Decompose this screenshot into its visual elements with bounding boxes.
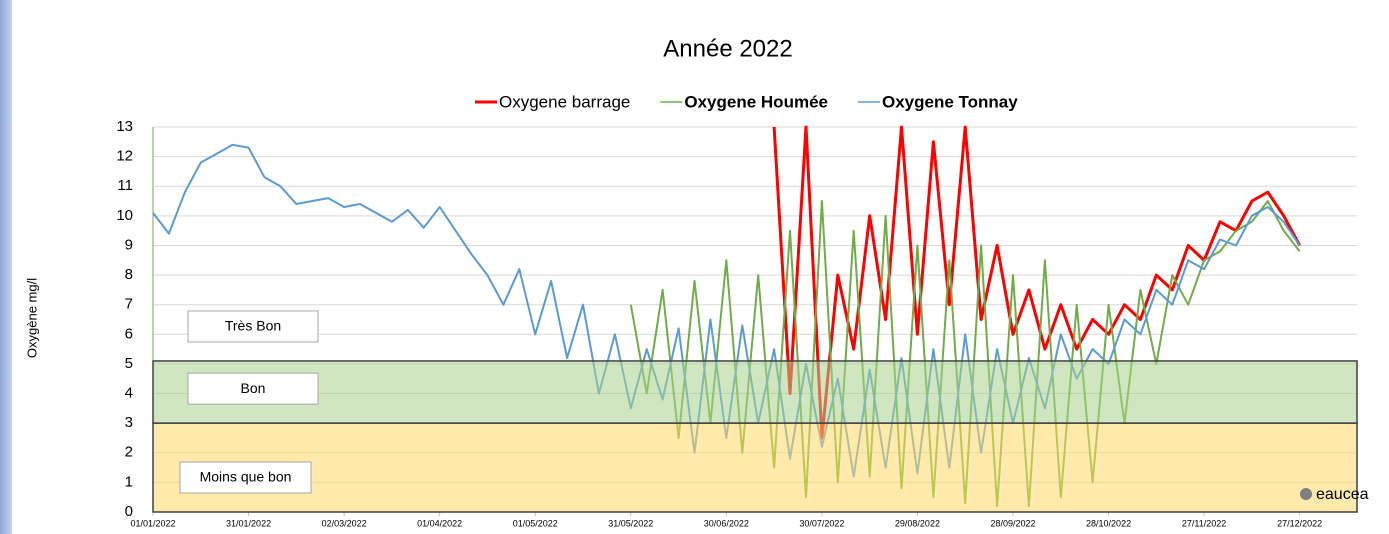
x-tick-label: 29/08/2022 xyxy=(895,518,940,528)
y-tick-label: 9 xyxy=(125,236,133,253)
y-tick-label: 2 xyxy=(125,444,133,461)
y-tick-label: 11 xyxy=(117,177,133,194)
y-tick-label: 10 xyxy=(116,207,133,224)
zone-label-box xyxy=(187,372,319,405)
x-tick-label: 30/07/2022 xyxy=(799,518,844,528)
zone-label: Bon xyxy=(241,380,266,396)
chart-title: Année 2022 xyxy=(663,35,792,62)
zone-band xyxy=(152,422,1358,513)
x-tick-label: 31/05/2022 xyxy=(608,518,653,528)
y-axis-label: Oxygène mg/l xyxy=(24,278,39,358)
y-tick-label: 12 xyxy=(116,148,133,165)
watermark-logo xyxy=(1300,488,1312,500)
zone-label-box xyxy=(187,310,319,343)
x-tick-label: 28/09/2022 xyxy=(990,518,1035,528)
y-tick-label: 8 xyxy=(125,266,133,283)
zone-label: Très Bon xyxy=(225,318,281,334)
legend-label: Oxygene Houmée xyxy=(684,92,828,111)
series-line xyxy=(772,125,1302,440)
y-tick-label: 7 xyxy=(125,296,133,313)
y-tick-label: 1 xyxy=(125,473,133,490)
x-tick-label: 01/01/2022 xyxy=(130,518,175,528)
x-tick-label: 27/11/2022 xyxy=(1182,518,1226,528)
zone-label: Moins que bon xyxy=(200,469,292,485)
zone-band xyxy=(152,360,1358,424)
x-tick-label: 27/12/2022 xyxy=(1277,518,1322,528)
y-tick-label: 13 xyxy=(116,118,133,135)
x-tick-label: 28/10/2022 xyxy=(1086,518,1131,528)
watermark: eaucea xyxy=(1316,486,1369,503)
x-tick-label: 30/06/2022 xyxy=(704,518,749,528)
y-tick-label: 3 xyxy=(125,414,133,431)
y-tick-label: 4 xyxy=(125,385,133,402)
legend-label: Oxygene Tonnay xyxy=(882,92,1018,111)
x-tick-label: 31/01/2022 xyxy=(226,518,271,528)
x-tick-label: 01/04/2022 xyxy=(417,518,462,528)
y-tick-label: 0 xyxy=(125,503,133,520)
zone-label-box xyxy=(179,461,312,494)
x-tick-label: 02/03/2022 xyxy=(322,518,367,528)
legend-label: Oxygene barrage xyxy=(499,92,630,111)
x-tick-label: 01/05/2022 xyxy=(513,518,558,528)
y-tick-label: 5 xyxy=(125,355,133,372)
y-tick-label: 6 xyxy=(125,325,133,342)
